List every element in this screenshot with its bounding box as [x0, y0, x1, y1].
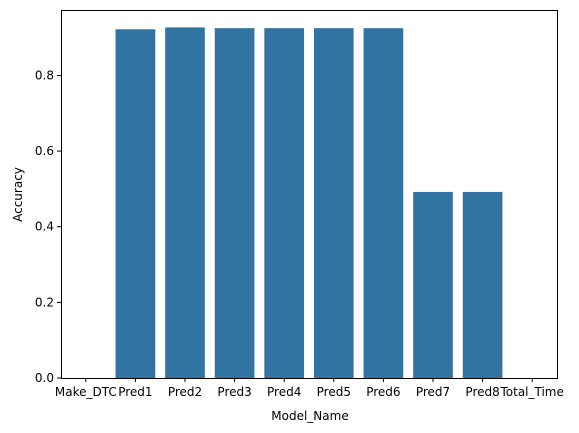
- bar-pred4: [264, 28, 305, 378]
- x-axis: Make_DTC Pred1 Pred2 Pred3 Pred4 Pred5 Pred6 Pr…: [55, 378, 564, 399]
- bar-pred1: [115, 29, 156, 379]
- y-tick-label: 0.4: [35, 220, 54, 234]
- x-tick-label: Pred2: [168, 385, 202, 399]
- x-tick-label: Pred5: [317, 385, 351, 399]
- bars-group: [115, 27, 503, 379]
- y-tick-label: 0.6: [35, 144, 54, 158]
- bar-pred6: [363, 28, 404, 378]
- x-tick-label: Pred1: [118, 385, 152, 399]
- bar-pred8: [462, 191, 503, 378]
- bar-pred7: [413, 191, 453, 378]
- x-tick-label: Pred3: [217, 385, 251, 399]
- y-tick-label: 0.0: [35, 371, 54, 385]
- x-axis-label: Model_Name: [271, 409, 348, 423]
- bar-pred2: [165, 27, 205, 379]
- x-tick-label: Pred4: [267, 385, 301, 399]
- x-tick-label: Make_DTC: [55, 385, 117, 399]
- y-axis-label: Accuracy: [11, 167, 25, 222]
- y-tick-label: 0.2: [35, 295, 54, 309]
- bar-pred3: [214, 28, 255, 378]
- y-tick-label: 0.8: [35, 68, 54, 82]
- bar-pred5: [313, 28, 354, 378]
- x-tick-label: Pred6: [366, 385, 400, 399]
- x-tick-label: Pred8: [465, 385, 499, 399]
- x-tick-label: Pred7: [416, 385, 450, 399]
- plot-frame: [61, 10, 558, 379]
- x-tick-label: Total_Time: [499, 385, 563, 399]
- y-axis: 0.0 0.2 0.4 0.6 0.8: [35, 68, 62, 385]
